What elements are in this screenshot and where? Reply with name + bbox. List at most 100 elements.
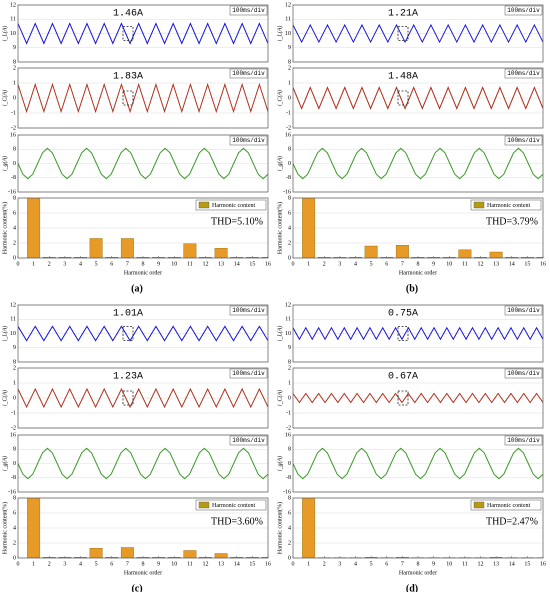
- y-tick-label: 2: [288, 65, 291, 71]
- bar: [214, 248, 228, 258]
- x-tick-label: 3: [338, 561, 341, 567]
- x-tick-label: 15: [249, 261, 255, 267]
- y-tick-label: -16: [8, 489, 16, 495]
- x-tick-label: 11: [187, 261, 193, 267]
- scale-note: 100ms/div: [507, 137, 540, 144]
- plot-frame: [292, 134, 544, 193]
- scale-box: [229, 5, 268, 16]
- x-tick-label: 7: [401, 261, 404, 267]
- y-tick-label: 12: [10, 2, 16, 8]
- waveform: [293, 86, 543, 110]
- y-tick-label: 10: [10, 31, 16, 37]
- x-tick-label: 5: [95, 561, 98, 567]
- bar: [302, 198, 316, 258]
- scale-note: 100ms/div: [232, 437, 265, 444]
- x-tick-label: 0: [292, 561, 295, 567]
- y-tick-label: -2: [11, 125, 16, 131]
- ripple-bracket: [397, 326, 409, 341]
- ripple-annotation: 1.48A: [388, 72, 418, 83]
- y-tick-label: 0: [288, 395, 291, 401]
- bar: [120, 547, 134, 558]
- y-tick-label: -1: [286, 410, 291, 416]
- y-tick-label: -8: [286, 475, 291, 481]
- scale-box: [229, 435, 268, 446]
- x-tick-label: 10: [446, 561, 452, 567]
- scale-note: 100ms/div: [232, 307, 265, 314]
- panel-caption: (c): [131, 583, 142, 592]
- x-axis-label: Harmonic order: [399, 270, 437, 276]
- y-tick-label: 0: [13, 95, 16, 101]
- scale-box: [504, 135, 543, 146]
- y-tick-label: 1: [288, 380, 291, 386]
- y-tick-label: 1: [288, 80, 291, 86]
- x-tick-label: 12: [203, 261, 209, 267]
- ripple-annotation: 1.46A: [113, 9, 143, 20]
- x-tick-label: 13: [218, 561, 224, 567]
- subplot: 8 9 10 11 12 i_L(A) 100ms/div 1.46A: [1, 2, 269, 65]
- ripple-bracket: [397, 90, 409, 106]
- x-tick-label: 5: [95, 261, 98, 267]
- legend-box: [195, 199, 267, 211]
- scale-box: [504, 68, 543, 79]
- bar: [183, 550, 197, 558]
- waveform: [18, 82, 268, 114]
- bar: [105, 257, 119, 258]
- y-tick-label: 8: [288, 147, 291, 153]
- bar: [89, 238, 103, 258]
- bar: [152, 257, 166, 258]
- y-tick-label: -2: [286, 125, 291, 131]
- subplot: -16 -8 0 8 16 i_g(A) 100ms/div: [1, 132, 269, 195]
- subplot: -16 -8 0 8 16 i_g(A) 100ms/div: [1, 432, 269, 495]
- bar: [261, 257, 268, 258]
- y-axis-label: i_g(A): [1, 456, 8, 471]
- y-tick-label: -8: [11, 475, 16, 481]
- waveform: [18, 325, 268, 342]
- scale-note: 100ms/div: [232, 370, 265, 377]
- ripple-bracket: [397, 26, 409, 41]
- y-tick-label: 0: [288, 461, 291, 467]
- plot-frame: [292, 367, 544, 429]
- legend-label: Harmonic content: [487, 503, 530, 509]
- x-tick-label: 15: [524, 561, 530, 567]
- bar: [152, 557, 166, 558]
- plot-frame: [292, 497, 544, 559]
- y-axis-label: i_C(A): [1, 390, 8, 406]
- x-tick-label: 14: [509, 561, 515, 567]
- x-tick-label: 16: [540, 561, 546, 567]
- y-axis-label: Harmonic content(%): [276, 202, 283, 254]
- x-axis-label: Harmonic order: [399, 570, 437, 576]
- bar: [27, 498, 41, 558]
- y-tick-label: 4: [288, 525, 291, 531]
- x-tick-label: 16: [265, 261, 271, 267]
- bar: [364, 245, 378, 258]
- scale-note: 100ms/div: [507, 7, 540, 14]
- y-axis-label: i_g(A): [276, 156, 283, 171]
- scale-note: 100ms/div: [232, 70, 265, 77]
- bar: [442, 257, 456, 258]
- y-tick-label: 8: [288, 359, 291, 365]
- y-tick-label: 11: [285, 17, 291, 23]
- x-tick-label: 11: [187, 561, 193, 567]
- x-tick-label: 8: [142, 261, 145, 267]
- y-tick-label: -1: [11, 410, 16, 416]
- x-tick-label: 1: [32, 261, 35, 267]
- bar: [489, 557, 503, 558]
- subplot: -16 -8 0 8 16 i_g(A) 100ms/div: [276, 432, 544, 495]
- scale-box: [504, 305, 543, 316]
- ripple-bracket: [122, 390, 134, 406]
- y-tick-label: 6: [288, 510, 291, 516]
- plot-frame: [292, 4, 544, 63]
- legend-box: [195, 499, 267, 511]
- bar: [395, 557, 409, 558]
- y-tick-label: 9: [13, 345, 16, 351]
- x-tick-label: 11: [462, 261, 468, 267]
- x-tick-label: 0: [292, 261, 295, 267]
- y-tick-label: 2: [13, 540, 16, 546]
- x-tick-label: 13: [493, 261, 499, 267]
- bar: [58, 557, 72, 558]
- y-tick-label: 0: [288, 95, 291, 101]
- legend-swatch: [473, 201, 485, 209]
- ripple-annotation: 1.83A: [113, 72, 143, 83]
- bar: [214, 553, 228, 558]
